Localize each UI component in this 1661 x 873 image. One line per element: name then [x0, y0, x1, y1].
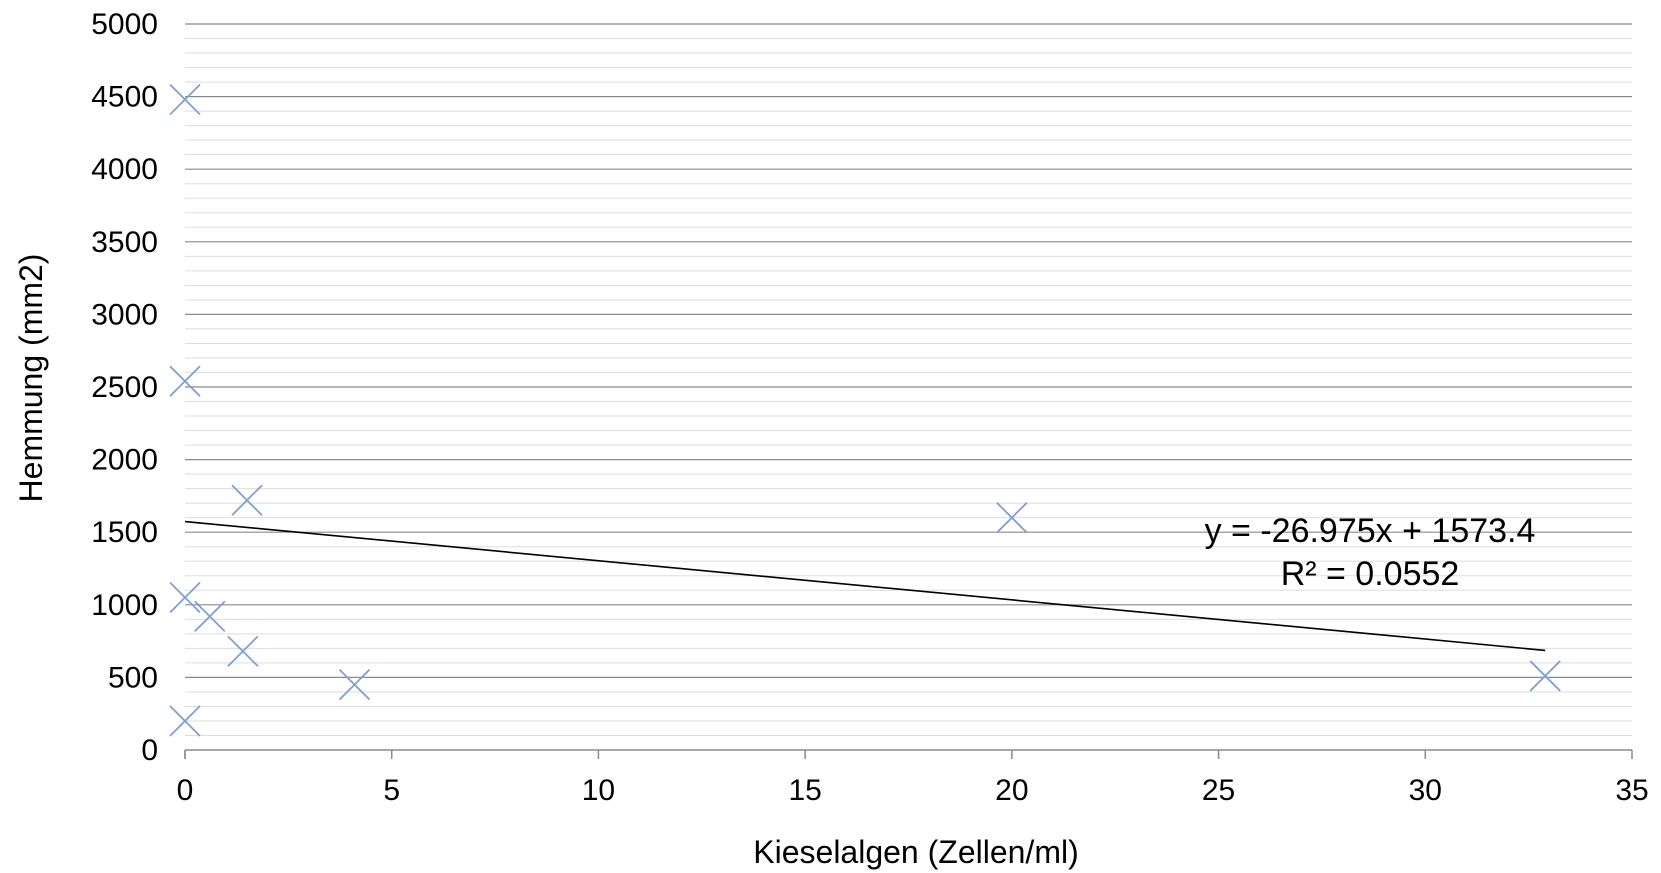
trendline-r-squared: R² = 0.0552 [1281, 555, 1460, 593]
y-axis-title: Hemmung (mm2) [13, 254, 49, 503]
data-point [169, 705, 201, 737]
data-point [194, 600, 226, 633]
data-point [231, 484, 263, 516]
x-tick-label: 30 [1409, 774, 1442, 807]
y-tick-label: 2000 [91, 444, 158, 477]
trendline-group [184, 520, 1546, 652]
data-point [1529, 660, 1561, 692]
y-tick-label: 1000 [91, 589, 158, 622]
y-tick-label: 3500 [91, 226, 158, 259]
data-point [227, 635, 259, 667]
x-tick-label: 35 [1615, 774, 1648, 807]
data-point-stroke [169, 705, 201, 737]
y-tick-label: 5000 [91, 8, 158, 41]
x-tick-label: 20 [995, 774, 1028, 807]
x-tick-label: 25 [1202, 774, 1235, 807]
x-tick-label: 10 [582, 774, 615, 807]
data-point-stroke [227, 635, 259, 667]
data-points [169, 83, 1561, 737]
y-axis-tick-labels: 0 500 1000 1500 2000 2500 3000 3500 4000 4500 5000 [91, 8, 158, 767]
trendline-equation: y = -26.975x + 1573.4 [1205, 512, 1536, 550]
data-point-stroke [169, 581, 201, 614]
x-tick-label: 0 [177, 774, 194, 807]
data-point-stroke [996, 502, 1028, 534]
data-point-stroke [231, 484, 263, 516]
major-gridlines [185, 23, 1632, 679]
data-point-stroke [1529, 660, 1561, 692]
data-point [338, 669, 371, 701]
data-point-stroke [194, 600, 226, 633]
y-tick-label: 2500 [91, 371, 158, 404]
data-point [169, 581, 201, 614]
y-tick-label: 3000 [91, 298, 158, 331]
y-tick-label: 500 [108, 661, 158, 694]
x-axis-tick-labels: 0 5 10 15 20 25 30 35 [177, 774, 1649, 807]
x-tick-label: 15 [788, 774, 821, 807]
y-tick-label: 0 [141, 734, 158, 767]
y-tick-label: 1500 [91, 516, 158, 549]
x-tick-label: 5 [383, 774, 400, 807]
data-point-stroke [169, 365, 201, 397]
data-point-stroke [338, 669, 371, 701]
data-point [169, 365, 201, 397]
trendline [184, 520, 1546, 652]
y-tick-label: 4000 [91, 153, 158, 186]
data-point [169, 83, 201, 116]
data-point-stroke [169, 83, 201, 116]
y-tick-label: 4500 [91, 81, 158, 114]
minor-gridlines [185, 38, 1632, 736]
data-point [996, 502, 1028, 534]
x-axis-title: Kieselalgen (Zellen/ml) [753, 834, 1078, 870]
axes [184, 749, 1633, 759]
